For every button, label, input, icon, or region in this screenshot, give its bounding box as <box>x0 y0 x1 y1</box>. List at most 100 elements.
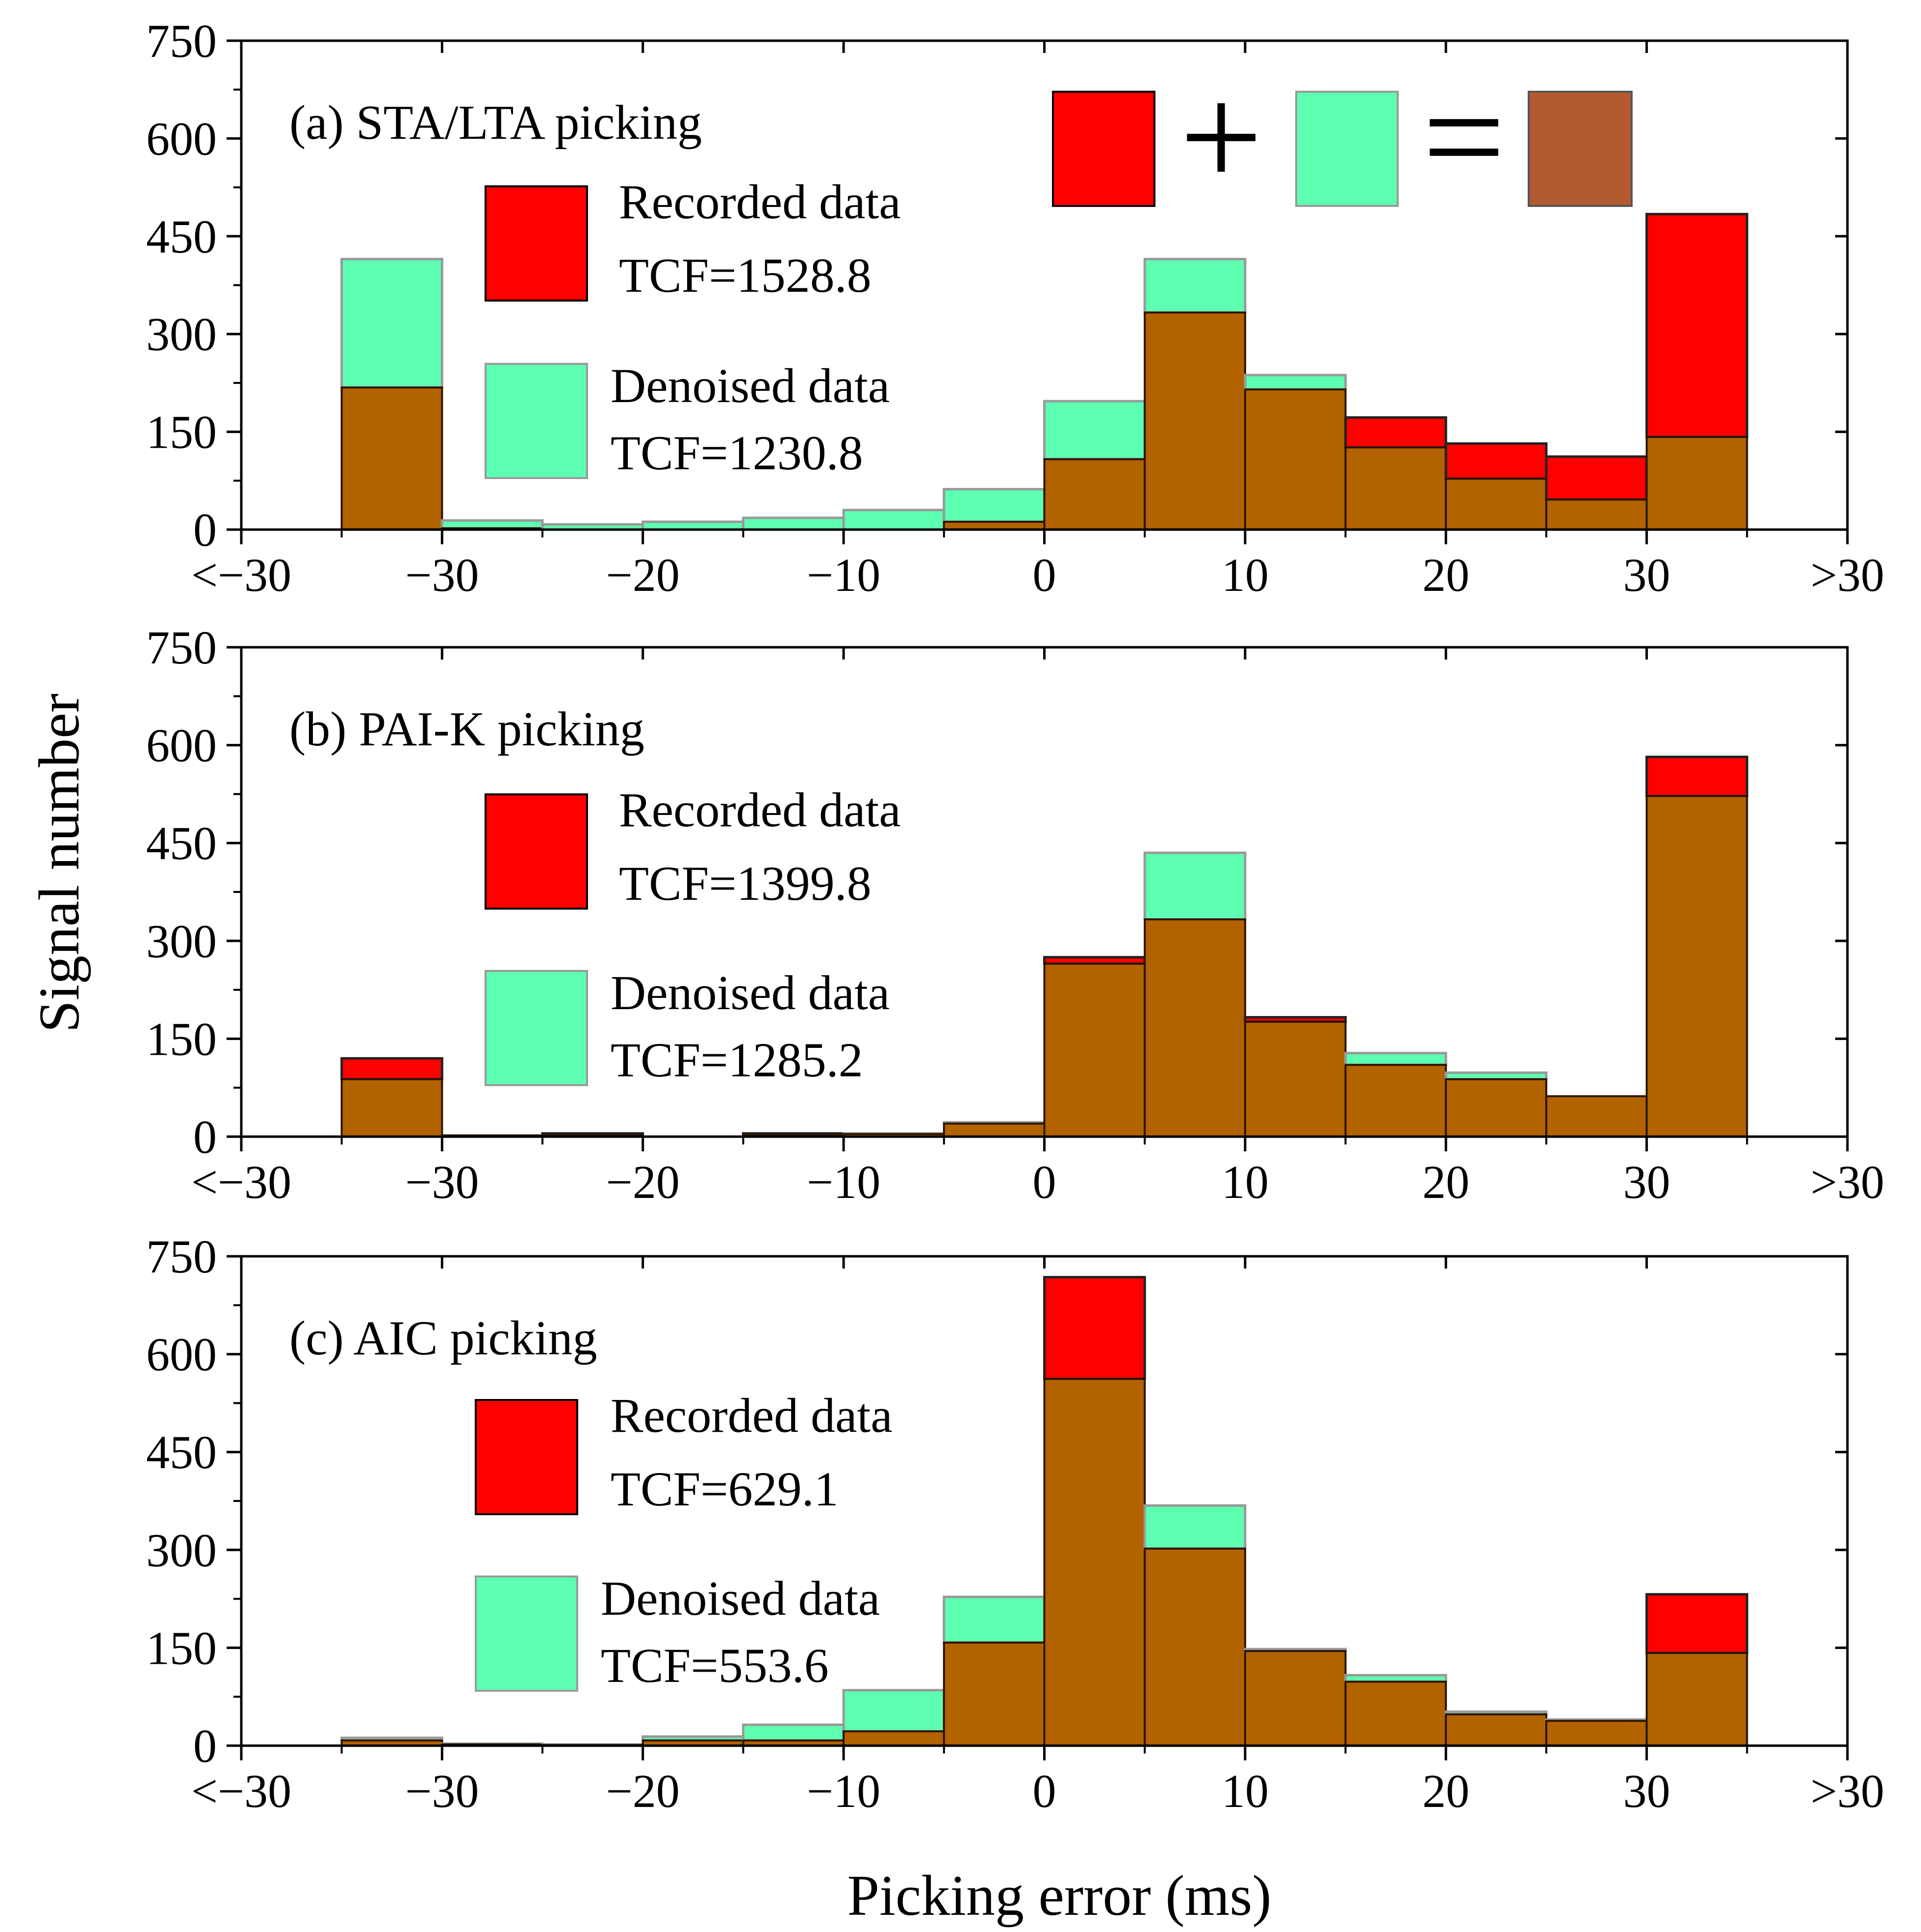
legend-recorded-tcf: TCF=1399.8 <box>619 856 871 911</box>
legend-red-swatch <box>1052 91 1155 207</box>
legend-recorded-label: Recorded data <box>619 783 901 837</box>
y-axis-title: Signal number <box>27 693 91 1033</box>
overlap-bar <box>1645 795 1748 1138</box>
x-tick-label: <−30 <box>191 1765 291 1817</box>
y-tick-label: 0 <box>193 504 217 556</box>
legend-recorded-label: Recorded data <box>611 1388 893 1443</box>
overlap-bar <box>1545 1095 1648 1138</box>
y-tick-label: 150 <box>146 1622 217 1674</box>
x-tick-label: 10 <box>1222 1156 1269 1208</box>
panel-b: 0 150 300 450 600 750 <−30 −30 −20 −10 0 10 20 30 >30 (… <box>146 621 1884 1208</box>
y-tick-label: 0 <box>193 1720 217 1772</box>
denoised-excess-bar <box>1043 400 1146 460</box>
x-tick-label: 30 <box>1623 549 1670 601</box>
denoised-excess-bar <box>842 508 946 531</box>
legend-denoised-label: Denoised data <box>601 1571 880 1626</box>
overlap-bar <box>1043 1378 1146 1747</box>
x-tick-label: 20 <box>1422 1765 1469 1817</box>
recorded-excess-bar <box>1645 756 1748 797</box>
overlap-bar <box>1645 1652 1748 1747</box>
overlap-bar <box>843 1730 945 1747</box>
overlap-bar <box>1244 1650 1347 1747</box>
overlap-bar <box>1344 1064 1447 1138</box>
recorded-excess-bar <box>1344 416 1447 449</box>
overlap-bar <box>1445 1713 1547 1747</box>
denoised-excess-bar <box>340 257 443 389</box>
color-combination-legend: + = <box>1052 55 1633 218</box>
overlap-bar <box>1445 1078 1547 1138</box>
denoised-excess-bar <box>842 1689 946 1733</box>
x-tick-label: −10 <box>807 1765 880 1817</box>
overlap-bar <box>1244 388 1347 531</box>
x-tick-label: −10 <box>807 1156 880 1208</box>
denoised-excess-bar <box>742 1723 845 1742</box>
x-tick-label: 10 <box>1222 549 1269 601</box>
overlap-bar <box>1645 436 1748 531</box>
overlap-bar <box>1144 311 1246 531</box>
legend-denoised-label: Denoised data <box>611 966 890 1020</box>
panel-title: (c) AIC picking <box>289 1311 597 1365</box>
overlap-bar <box>1043 963 1146 1138</box>
x-tick-label: 10 <box>1222 1765 1269 1817</box>
legend-denoised-tcf: TCF=553.6 <box>601 1638 829 1693</box>
y-tick-label: 750 <box>146 15 217 67</box>
recorded-excess-bar <box>1545 455 1648 501</box>
y-tick-label: 150 <box>146 406 217 458</box>
x-tick-label: >30 <box>1811 1156 1884 1208</box>
overlap-bar <box>1344 1680 1447 1747</box>
overlap-bar <box>1545 1720 1648 1747</box>
legend-denoised-swatch <box>475 1576 578 1692</box>
overlap-bar <box>1144 1548 1246 1747</box>
denoised-excess-bar <box>1344 1052 1447 1067</box>
y-tick-label: 150 <box>146 1013 217 1065</box>
y-tick-label: 300 <box>146 1524 217 1576</box>
recorded-excess-bar <box>1645 213 1748 438</box>
legend-recorded-swatch <box>485 793 588 910</box>
denoised-excess-bar <box>943 488 1046 523</box>
panel-c: 0 150 300 450 600 750 <−30 −30 −20 −10 0 10 20 30 >30 (… <box>146 1230 1884 1817</box>
x-tick-label: 0 <box>1033 1765 1056 1817</box>
denoised-excess-bar <box>1143 1504 1247 1550</box>
x-axis-title: Picking error (ms) <box>847 1863 1271 1928</box>
x-tick-label: −10 <box>807 549 880 601</box>
y-tick-label: 450 <box>146 817 217 869</box>
x-tick-label: 20 <box>1422 549 1469 601</box>
x-tick-label: >30 <box>1811 1765 1884 1817</box>
legend-denoised-tcf: TCF=1230.8 <box>611 426 863 480</box>
x-tick-label: 0 <box>1033 549 1056 601</box>
y-tick-label: 600 <box>146 719 217 772</box>
legend-green-swatch <box>1295 91 1399 207</box>
x-tick-label: −20 <box>606 1156 680 1208</box>
x-tick-label: <−30 <box>191 1156 291 1208</box>
overlap-bar <box>1144 918 1246 1138</box>
panel-title: (a) STA/LTA picking <box>289 95 702 150</box>
denoised-excess-bar <box>1244 374 1347 391</box>
overlap-bar <box>1344 446 1447 531</box>
y-tick-label: 600 <box>146 112 217 165</box>
x-tick-label: 20 <box>1422 1156 1469 1208</box>
y-tick-label: 750 <box>146 621 217 674</box>
y-tick-label: 450 <box>146 1426 217 1478</box>
legend-recorded-tcf: TCF=1528.8 <box>619 248 871 303</box>
denoised-excess-bar <box>943 1596 1046 1644</box>
legend-recorded-label: Recorded data <box>619 175 901 229</box>
y-tick-label: 0 <box>193 1111 217 1163</box>
legend-denoised-swatch <box>485 363 588 479</box>
overlap-bar <box>1445 478 1547 531</box>
overlap-bar <box>1244 1020 1347 1138</box>
legend-denoised-tcf: TCF=1285.2 <box>611 1033 863 1087</box>
legend-overlap-swatch <box>1528 91 1633 207</box>
overlap-bar <box>1043 458 1146 531</box>
overlap-bar <box>340 1078 443 1138</box>
overlap-bar <box>943 1641 1046 1747</box>
x-tick-label: 0 <box>1033 1156 1056 1208</box>
x-tick-label: 30 <box>1623 1765 1670 1817</box>
denoised-excess-bar <box>1143 851 1247 921</box>
legend-recorded-swatch <box>475 1399 578 1515</box>
plus-symbol: + <box>1179 55 1262 218</box>
x-tick-label: >30 <box>1811 549 1884 601</box>
overlap-bar <box>943 1122 1046 1138</box>
legend-recorded-swatch <box>485 185 588 302</box>
